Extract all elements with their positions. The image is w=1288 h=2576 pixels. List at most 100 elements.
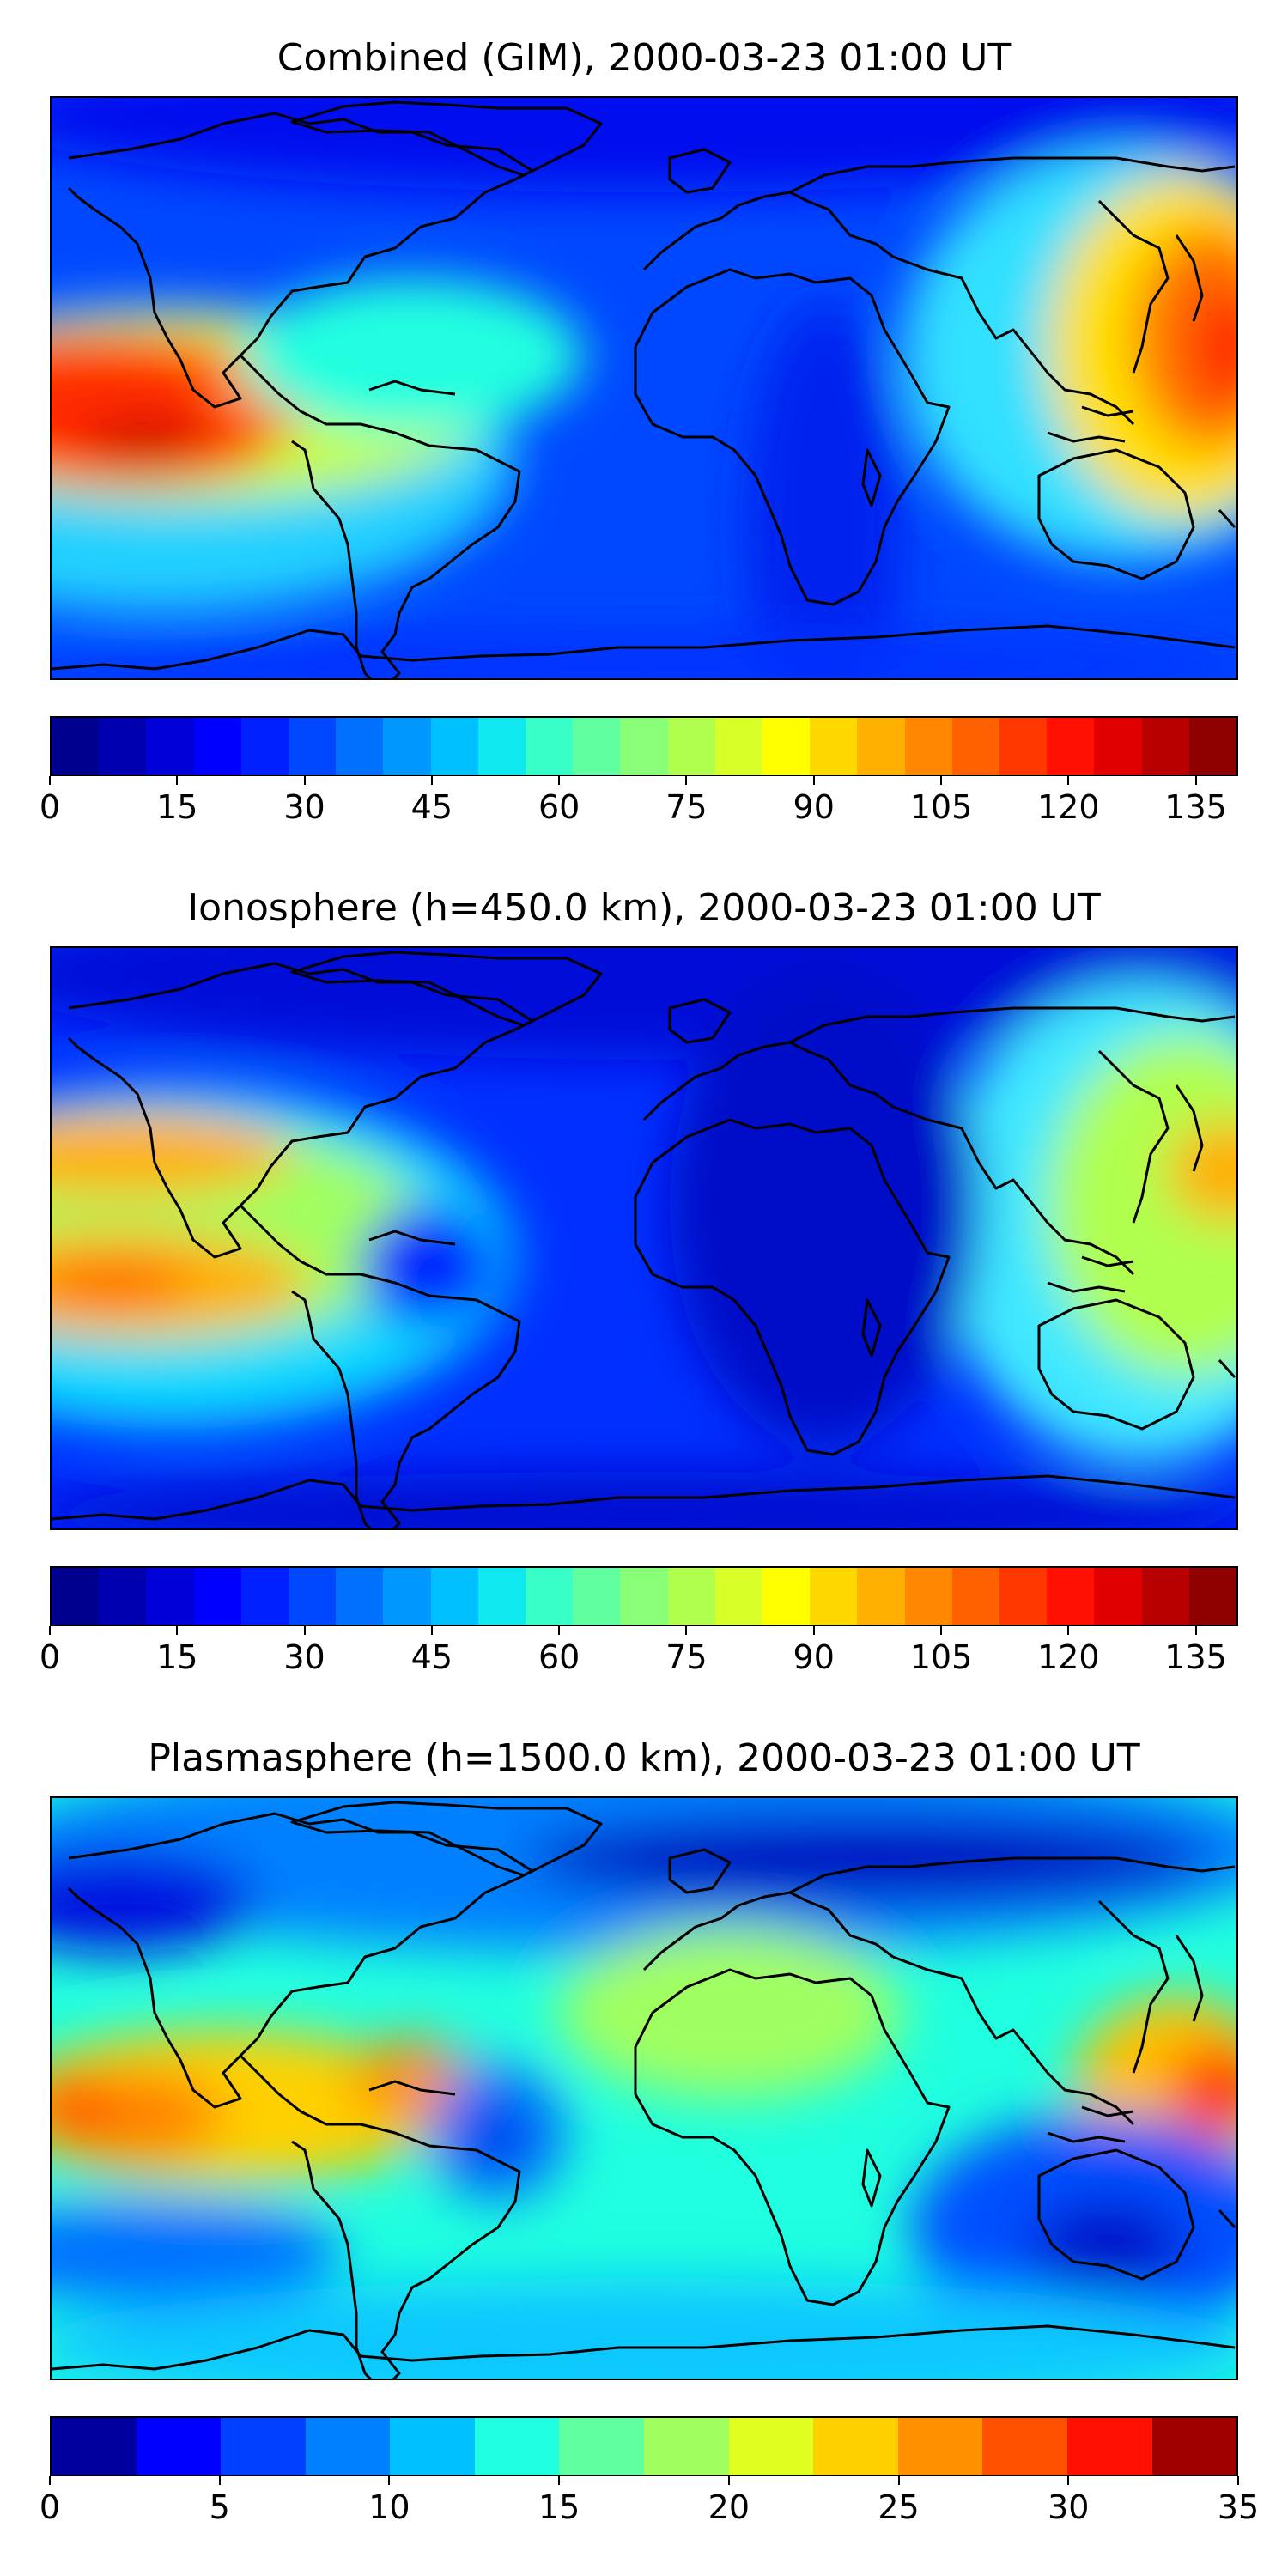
colorbar-segment: [193, 718, 241, 775]
colorbar-segment: [1047, 1568, 1095, 1625]
colorbar-tick: [727, 2476, 730, 2485]
colorbar-ticks-plasmasphere: 0 5 10 15 20 25 30 35: [39, 2476, 1259, 2528]
colorbar-segment: [667, 1568, 715, 1625]
colorbar-tick: [1067, 1626, 1070, 1635]
colorbar-segment: [336, 1568, 384, 1625]
colorbar-tick-label: 5: [209, 2488, 230, 2526]
colorbar-segment: [762, 1568, 811, 1625]
colorbar-segment: [146, 1568, 194, 1625]
colorbar-segment: [1151, 2418, 1237, 2475]
colorbar-segment: [99, 718, 147, 775]
colorbar-segment: [383, 1568, 431, 1625]
tec-map-plasmasphere: [52, 1798, 1236, 2379]
colorbar-tick: [49, 2476, 51, 2485]
colorbar-segment: [430, 718, 478, 775]
colorbar-segment: [383, 718, 431, 775]
colorbar-tick: [303, 776, 306, 785]
colorbar-segment: [714, 718, 763, 775]
colorbar-segment: [1047, 718, 1095, 775]
colorbar-tick-label: 15: [538, 2488, 580, 2526]
colorbar-segment: [477, 1568, 526, 1625]
colorbar-segment: [667, 718, 715, 775]
colorbar-segment: [477, 718, 526, 775]
colorbar-plasmasphere: [50, 2416, 1238, 2476]
colorbar-tick: [430, 1626, 433, 1635]
colorbar-tick: [49, 776, 51, 785]
colorbar-segment: [904, 1568, 952, 1625]
colorbar-segment: [99, 1568, 147, 1625]
colorbar-segment: [526, 1568, 574, 1625]
colorbar-segment: [52, 2418, 137, 2475]
colorbar-tick-label: 20: [708, 2488, 750, 2526]
colorbar-tick-label: 35: [1217, 2488, 1260, 2526]
colorbar-segment: [1141, 1568, 1189, 1625]
map-ionosphere: [50, 946, 1238, 1530]
colorbar-ticks-combined: 0 15 30 45 60 75 90 105 120 135: [39, 776, 1238, 828]
map-plasmasphere: [50, 1796, 1238, 2380]
colorbar-segment: [559, 2418, 645, 2475]
colorbar-segment: [289, 718, 337, 775]
colorbar-tick: [1194, 1626, 1197, 1635]
colorbar-tick: [303, 1626, 306, 1635]
colorbar-segment: [982, 2418, 1067, 2475]
colorbar-tick-label: 135: [1164, 1638, 1227, 1676]
colorbar-tick: [1237, 2476, 1239, 2485]
colorbar-tick: [897, 2476, 900, 2485]
colorbar-tick-label: 135: [1164, 788, 1227, 826]
colorbar-segment: [52, 718, 100, 775]
tec-map-combined: [52, 98, 1236, 678]
colorbar-tick-label: 0: [39, 2488, 61, 2526]
colorbar-segment: [1188, 1568, 1237, 1625]
colorbar-segment: [644, 2418, 729, 2475]
colorbar-segment: [951, 1568, 1000, 1625]
colorbar-tick: [218, 2476, 221, 2485]
colorbar-tick-label: 60: [538, 1638, 580, 1676]
map-combined-gim: [50, 96, 1238, 680]
colorbar-segment: [999, 1568, 1048, 1625]
colorbar-tick-label: 90: [793, 788, 835, 826]
colorbar-tick: [558, 776, 561, 785]
colorbar-segment: [714, 1568, 763, 1625]
colorbar-segment: [951, 718, 1000, 775]
colorbar-ionosphere: [50, 1566, 1238, 1626]
colorbar-tick-label: 120: [1037, 788, 1100, 826]
colorbar-segment: [146, 718, 194, 775]
colorbar-segment: [620, 718, 668, 775]
colorbar-segment: [430, 1568, 478, 1625]
colorbar-segment: [897, 2418, 983, 2475]
colorbar-segment: [904, 718, 952, 775]
colorbar-tick: [1067, 2476, 1070, 2485]
colorbar-tick-label: 0: [39, 1638, 61, 1676]
colorbar-segment: [289, 1568, 337, 1625]
colorbar-tick: [940, 776, 942, 785]
colorbar-segment: [1141, 718, 1189, 775]
colorbar-segment: [810, 1568, 858, 1625]
colorbar-tick-label: 0: [39, 788, 61, 826]
colorbar-tick-label: 15: [156, 1638, 198, 1676]
colorbar-segment: [526, 718, 574, 775]
colorbar-segment: [305, 2418, 391, 2475]
colorbar-tick-label: 30: [283, 788, 325, 826]
colorbar-tick: [685, 1626, 688, 1635]
colorbar-tick-label: 75: [665, 1638, 708, 1676]
colorbar-tick-label: 105: [909, 788, 973, 826]
colorbar-segment: [573, 718, 621, 775]
colorbar-tick: [812, 1626, 815, 1635]
colorbar-segment: [221, 2418, 306, 2475]
colorbar-ticks-ionosphere: 0 15 30 45 60 75 90 105 120 135: [39, 1626, 1238, 1678]
colorbar-tick: [176, 776, 179, 785]
colorbar-segment: [136, 2418, 222, 2475]
colorbar-tick: [812, 776, 815, 785]
colorbar-tick-label: 30: [1048, 2488, 1090, 2526]
colorbar-tick: [430, 776, 433, 785]
colorbar-segment: [193, 1568, 241, 1625]
colorbar-segment: [857, 718, 905, 775]
colorbar-tick: [558, 1626, 561, 1635]
colorbar-tick-label: 45: [410, 788, 453, 826]
colorbar-tick: [176, 1626, 179, 1635]
colorbar-segment: [999, 718, 1048, 775]
colorbar-tick-label: 90: [793, 1638, 835, 1676]
colorbar-segment: [1094, 1568, 1142, 1625]
colorbar-tick: [940, 1626, 942, 1635]
colorbar-segment: [1066, 2418, 1152, 2475]
